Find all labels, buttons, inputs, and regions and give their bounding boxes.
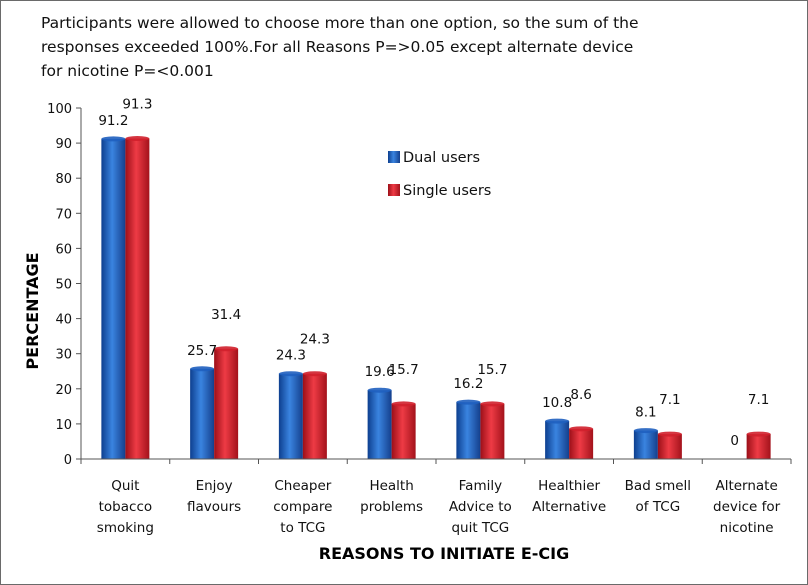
bar-single-users (657, 434, 682, 459)
data-label: 10.8 (542, 395, 572, 411)
data-label: 24.3 (276, 348, 306, 364)
bar-cap (367, 387, 392, 393)
bar-single-users (391, 403, 416, 459)
data-labels: 91.2 25.7 24.3 19.6 16.2 10.8 8.1 0 91.3 31.4 24.3… (98, 97, 769, 449)
y-tick-label: 60 (55, 242, 72, 257)
legend-swatch (388, 151, 400, 163)
data-label: 31.4 (211, 307, 241, 323)
legend-swatch (388, 184, 400, 196)
y-tick-label: 40 (55, 313, 72, 328)
data-label: 19.6 (365, 364, 395, 380)
data-label: 15.7 (477, 362, 507, 378)
x-category-label: Bad smell of TCG (625, 478, 691, 515)
data-label: 7.1 (748, 392, 769, 408)
bar-cap (190, 366, 215, 372)
bar-single-users (302, 373, 327, 459)
data-label: 91.2 (98, 113, 128, 129)
data-label: 91.3 (122, 97, 152, 113)
legend: Dual users Single users (388, 150, 491, 199)
bar-dual-users (278, 373, 303, 459)
bar-cap (657, 431, 682, 437)
bar-cap (480, 401, 505, 407)
data-label: 7.1 (659, 392, 680, 408)
data-label: 8.1 (635, 405, 656, 421)
y-tick-label: 100 (47, 102, 72, 117)
data-label: 16.2 (453, 376, 483, 392)
bar-cap (125, 136, 150, 142)
bar-dual-users (456, 402, 481, 459)
y-tick-label: 80 (55, 172, 72, 187)
bar-cap (633, 428, 658, 434)
bar-cap (545, 418, 570, 424)
bar-single-users (214, 348, 239, 459)
x-axis: Quit tobacco smoking Enjoy flavours Cheaper co… (80, 458, 792, 536)
x-category-label: Family Advice to quit TCG (449, 478, 512, 536)
y-tick-label: 90 (55, 137, 72, 152)
bar-single-users (480, 403, 505, 459)
y-tick-label: 50 (55, 278, 72, 293)
y-axis: 0 10 20 30 40 50 60 70 80 90 100 (47, 102, 82, 468)
x-axis-title: REASONS TO INITIATE E-CIG (319, 544, 569, 563)
bar-dual-users (190, 368, 215, 459)
bar-cap (278, 371, 303, 377)
bar-dual-users (633, 430, 658, 459)
x-category-label: Alternate device for nicotine (713, 478, 781, 536)
bar-cap (456, 399, 481, 405)
y-tick-label: 70 (55, 207, 72, 222)
y-tick-label: 20 (55, 383, 72, 398)
y-tick-label: 30 (55, 348, 72, 363)
y-axis-title: PERCENTAGE (23, 252, 42, 369)
bar-dual-users (367, 390, 392, 459)
bar-single-users (746, 434, 771, 459)
data-label: 25.7 (187, 343, 217, 359)
bar-cap (101, 136, 126, 142)
data-label: 8.6 (570, 387, 591, 403)
y-tick-label: 0 (64, 453, 72, 468)
chart-title: Participants were allowed to choose more… (41, 14, 639, 80)
x-category-label: Cheaper compare to TCG (273, 478, 332, 536)
y-tick-label: 10 (55, 418, 72, 433)
bar-single-users (125, 138, 150, 460)
data-label: 0 (730, 433, 739, 449)
bar-cap (391, 401, 416, 407)
bar-single-users (569, 428, 594, 459)
x-category-label: Healthier Alternative (532, 478, 606, 515)
bar-cap (569, 426, 594, 432)
bar-cap (746, 431, 771, 437)
data-label: 24.3 (300, 332, 330, 348)
bar-dual-users (545, 421, 570, 459)
legend-label: Dual users (403, 150, 480, 166)
data-label: 15.7 (389, 362, 419, 378)
legend-label: Single users (403, 183, 491, 199)
x-category-label: Health problems (360, 478, 423, 515)
x-category-label: Enjoy flavours (187, 478, 241, 515)
bars (101, 136, 771, 460)
bar-cap (302, 371, 327, 377)
x-category-label: Quit tobacco smoking (97, 478, 154, 536)
bar-dual-users (101, 138, 126, 459)
bar-cap (214, 346, 239, 352)
